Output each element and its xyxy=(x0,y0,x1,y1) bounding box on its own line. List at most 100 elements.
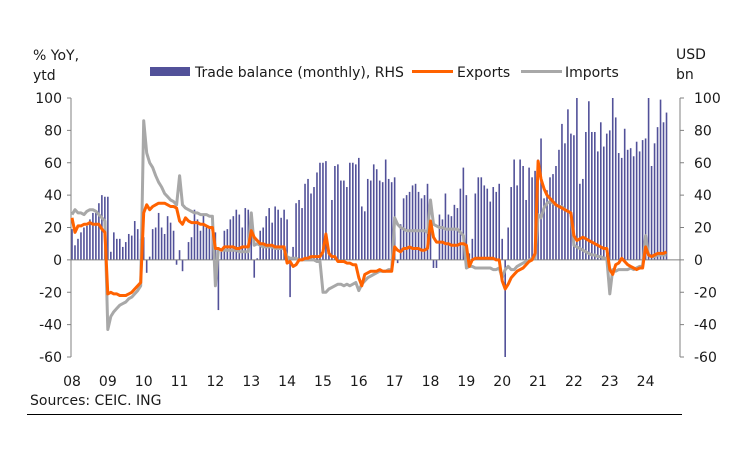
legend-swatch-trade-balance xyxy=(150,67,190,76)
trade-balance-bar xyxy=(355,164,357,260)
trade-balance-bar xyxy=(617,153,620,260)
trade-balance-bar xyxy=(163,233,166,260)
trade-balance-bar xyxy=(650,165,653,260)
trade-balance-bar xyxy=(280,217,282,260)
trade-balance-bar xyxy=(381,182,384,260)
right-tick-label: 100 xyxy=(694,91,721,107)
trade-balance-bar xyxy=(151,229,154,260)
trade-balance-bar xyxy=(564,143,566,260)
trade-balance-bar xyxy=(450,216,453,260)
trade-balance-bar xyxy=(411,185,414,260)
trade-balance-bar xyxy=(408,191,411,260)
trade-balance-bar xyxy=(495,191,498,260)
trade-balance-bar xyxy=(471,238,474,260)
trade-balance-bar xyxy=(420,198,423,260)
trade-balance-bar xyxy=(477,177,480,260)
trade-balance-bar xyxy=(561,123,563,260)
trade-balance-bar xyxy=(119,238,121,260)
trade-balance-bar xyxy=(647,98,650,260)
trade-balance-bar xyxy=(546,190,548,260)
trade-balance-bar xyxy=(614,117,617,260)
trade-balance-bar xyxy=(289,259,291,298)
trade-balance-bar xyxy=(486,188,489,260)
trade-balance-bar xyxy=(325,161,327,260)
trade-balance-bar xyxy=(378,180,381,260)
trade-balance-bar xyxy=(570,133,572,260)
legend-label-trade-balance: Trade balance (monthly), RHS xyxy=(194,65,404,81)
trade-balance-bar xyxy=(549,177,551,260)
trade-balance-bar xyxy=(423,195,426,260)
trade-balance-bar xyxy=(86,225,88,260)
left-tick-label: -60 xyxy=(39,350,62,366)
trade-balance-bar xyxy=(528,167,530,260)
trade-balance-bar xyxy=(346,187,348,260)
trade-balance-bar xyxy=(501,238,503,260)
trade-balance-bar xyxy=(611,98,614,260)
legend: Trade balance (monthly), RHS Exports Imp… xyxy=(150,65,619,81)
trade-balance-bar xyxy=(328,255,330,260)
trade-balance-bar xyxy=(95,212,97,260)
trade-balance-bar xyxy=(226,229,229,260)
trade-balance-bar xyxy=(588,101,590,260)
trade-balance-bar xyxy=(417,191,420,260)
trade-balance-bar xyxy=(599,122,602,260)
trade-balance-bar xyxy=(313,187,315,260)
trade-balance-bar xyxy=(456,208,459,260)
trade-balance-bar xyxy=(277,209,279,260)
trade-balance-bar xyxy=(196,219,199,260)
trade-balance-bar xyxy=(193,209,196,260)
trade-balance-bar xyxy=(656,127,659,260)
trade-balance-bar xyxy=(384,159,387,260)
trade-balance-bar xyxy=(507,227,509,260)
right-tick-label: -20 xyxy=(694,285,717,301)
left-axis-unit-line2: ytd xyxy=(33,68,56,84)
right-axis-unit-line2: bn xyxy=(676,67,694,83)
trade-balance-bar xyxy=(256,258,259,260)
trade-balance-bar xyxy=(142,237,145,260)
x-tick-label: 13 xyxy=(242,374,260,390)
trade-balance-bar xyxy=(602,146,605,260)
trade-balance-bar xyxy=(107,196,109,260)
trade-balance-bar xyxy=(522,165,524,260)
trade-balance-bar xyxy=(465,195,468,260)
trade-balance-bar xyxy=(89,219,91,260)
trade-balance-bar xyxy=(124,242,127,260)
trade-balance-bar xyxy=(190,237,193,260)
trade-balance-bar xyxy=(337,164,339,260)
trade-balance-bar xyxy=(573,135,575,260)
trade-balance-bar xyxy=(352,162,354,260)
trade-balance-bar xyxy=(480,177,483,260)
trade-balance-bar xyxy=(632,156,635,260)
trade-balance-bar xyxy=(363,211,366,260)
trade-balance-bar xyxy=(205,227,208,260)
trade-balance-bar xyxy=(80,232,82,260)
trade-balance-bar xyxy=(504,259,506,357)
trade-balance-bar xyxy=(369,180,372,260)
x-tick-label: 24 xyxy=(637,374,655,390)
trade-balance-bar xyxy=(157,212,160,260)
x-tick-label: 21 xyxy=(529,374,547,390)
trade-balance-bar xyxy=(220,251,223,260)
right-axis: 100 80 60 40 20 0 -20 -40 -60 xyxy=(679,91,721,366)
trade-balance-bar xyxy=(283,209,285,260)
left-axis-unit-line1: % YoY, xyxy=(33,48,79,64)
trade-balance-bar xyxy=(202,214,205,260)
trade-balance-bar xyxy=(653,143,656,260)
trade-balance-bar xyxy=(360,206,363,260)
trade-balance-bar xyxy=(301,208,303,260)
trade-balance-bar xyxy=(232,216,235,260)
trade-balance-bar xyxy=(187,242,190,260)
trade-balance-bar xyxy=(513,159,515,260)
trade-balance-bar xyxy=(435,259,438,268)
trade-balance-bar xyxy=(331,199,333,260)
trade-balance-bar xyxy=(295,203,297,260)
trade-balance-bar xyxy=(531,177,533,260)
trade-balance-bar xyxy=(641,140,644,260)
trade-balance-bar xyxy=(238,214,241,260)
trade-balance-bar xyxy=(555,165,557,260)
trade-balance-bar xyxy=(217,259,220,311)
trade-balance-bar xyxy=(145,259,148,273)
legend-label-exports: Exports xyxy=(457,65,510,81)
trade-balance-bar xyxy=(169,222,172,260)
